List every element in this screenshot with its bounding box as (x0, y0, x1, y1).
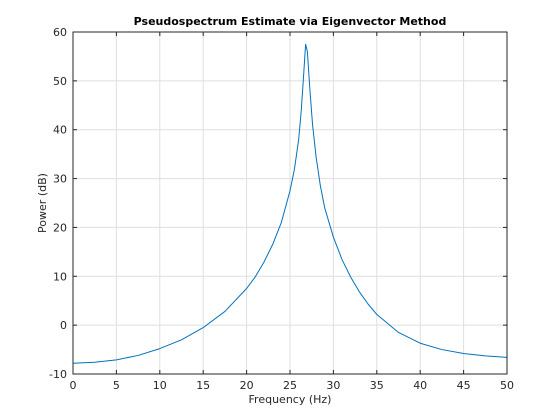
x-tick-label: 10 (153, 379, 167, 392)
y-tick-label: 0 (60, 319, 67, 332)
y-tick-label: 10 (53, 270, 67, 283)
series-layer (72, 43, 508, 364)
y-axis-label: Power (dB) (36, 173, 49, 233)
x-tick-label: 15 (196, 379, 210, 392)
chart-title: Pseudospectrum Estimate via Eigenvector … (134, 15, 447, 28)
y-tick-label: -10 (49, 368, 67, 381)
y-tick-label: 30 (53, 173, 67, 186)
axes-box (72, 31, 508, 375)
x-tick-label: 5 (113, 379, 120, 392)
series-line (72, 43, 508, 364)
y-tick-label: 60 (53, 26, 67, 39)
x-tick-label: 35 (370, 379, 384, 392)
x-axis-label: Frequency (Hz) (249, 393, 332, 406)
x-tick-label: 50 (500, 379, 514, 392)
y-tick-label: 50 (53, 75, 67, 88)
y-tick-label: 40 (53, 124, 67, 137)
x-tick-label: 45 (457, 379, 471, 392)
x-tick-label: 20 (240, 379, 254, 392)
x-tick-label: 25 (283, 379, 297, 392)
y-tick-label: 20 (53, 221, 67, 234)
x-tick-label: 40 (413, 379, 427, 392)
x-tick-label: 0 (70, 379, 77, 392)
x-tick-label: 30 (326, 379, 340, 392)
